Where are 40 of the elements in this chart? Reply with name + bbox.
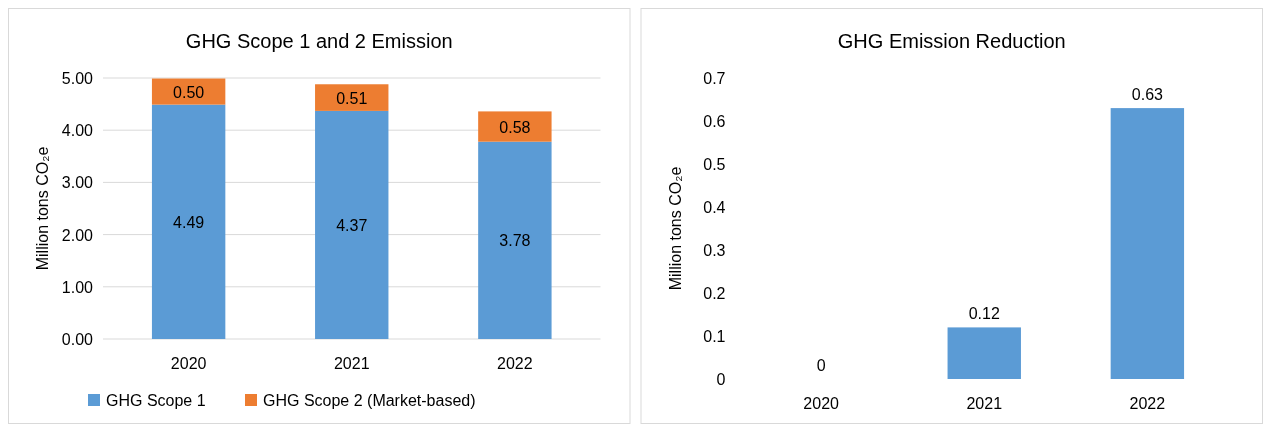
bar — [478, 111, 552, 142]
data-label: 4.49 — [173, 213, 205, 231]
x-tick-label: 2021 — [333, 355, 370, 372]
y-tick-label: 0.3 — [703, 242, 726, 259]
y-tick-label: 0 — [716, 371, 726, 388]
legend-label: GHG Scope 2 (Market-based) — [263, 392, 476, 409]
bar — [478, 141, 552, 339]
y-tick-label: 0.1 — [703, 328, 726, 345]
y-tick-label: 1.00 — [61, 278, 94, 296]
bar — [151, 104, 226, 339]
y-tick-label: 0.00 — [61, 331, 94, 348]
data-label: 0.51 — [336, 89, 368, 107]
y-tick-label: 3.00 — [61, 174, 94, 192]
x-tick-label: 2021 — [966, 395, 1003, 412]
y-tick-label: 2.00 — [61, 226, 94, 244]
y-tick-label: 0.6 — [703, 113, 726, 130]
data-label: 0.50 — [173, 83, 205, 101]
legend-label: GHG Scope 1 — [106, 392, 206, 409]
data-label: 4.37 — [336, 216, 368, 234]
y-tick-label: 0.4 — [703, 199, 726, 216]
x-tick-label: 2020 — [803, 395, 840, 412]
y-tick-label: 0.5 — [703, 156, 726, 173]
y-tick-label: 0.7 — [703, 70, 726, 87]
bar — [315, 110, 389, 339]
y-axis-title: Million tons CO₂e — [34, 146, 51, 271]
chart-title: GHG Scope 1 and 2 Emission — [185, 30, 453, 52]
y-tick-label: 5.00 — [61, 70, 94, 87]
data-label: 0.58 — [499, 118, 531, 136]
x-tick-label: 2022 — [1129, 395, 1166, 412]
data-label: 3.78 — [499, 232, 531, 250]
data-label: 0 — [816, 357, 826, 374]
y-tick-label: 0.2 — [703, 285, 726, 302]
y-tick-label: 4.00 — [61, 122, 94, 140]
chart-title: GHG Emission Reduction — [837, 30, 1066, 52]
x-tick-label: 2020 — [170, 355, 207, 372]
y-axis-title: Million tons CO₂e — [666, 166, 684, 291]
x-tick-label: 2022 — [497, 355, 533, 372]
data-label: 0.12 — [968, 305, 1000, 323]
bar — [315, 84, 389, 111]
data-label: 0.63 — [1131, 86, 1164, 104]
